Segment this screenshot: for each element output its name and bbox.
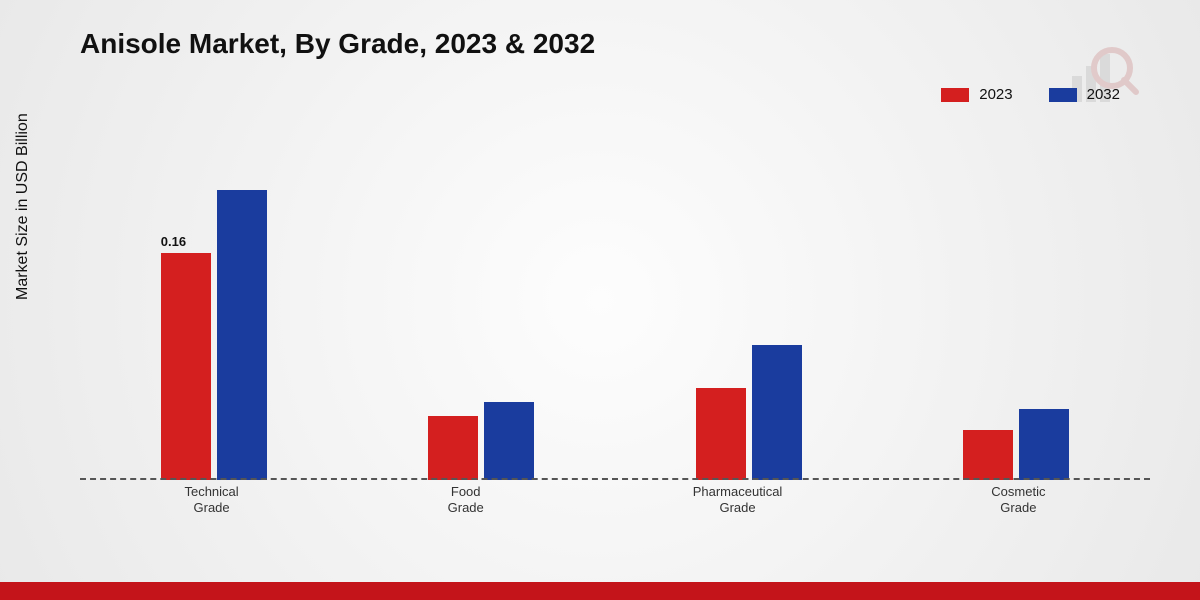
legend-label-2023: 2023 [979, 86, 1012, 103]
x-axis-labels: Technical Grade Food Grade Pharmaceutical … [80, 480, 1150, 520]
bar [752, 345, 802, 480]
x-axis-label: Cosmetic Grade [991, 480, 1045, 520]
legend-item-2023: 2023 [941, 86, 1012, 103]
legend-label-2032: 2032 [1087, 86, 1120, 103]
bar-group [963, 409, 1069, 480]
bar [161, 253, 211, 480]
bar [217, 190, 267, 480]
bar-group: 0.16 [161, 190, 267, 480]
bar-group [428, 402, 534, 480]
bar [963, 430, 1013, 480]
legend-item-2032: 2032 [1049, 86, 1120, 103]
x-axis-label: Technical Grade [184, 480, 238, 520]
x-axis-label: Pharmaceutical Grade [693, 480, 783, 520]
legend: 2023 2032 [941, 86, 1120, 103]
x-axis-label: Food Grade [448, 480, 484, 520]
bar [484, 402, 534, 480]
y-axis-label: Market Size in USD Billion [14, 113, 32, 300]
bar [428, 416, 478, 480]
bar-group [696, 345, 802, 480]
legend-swatch-2023 [941, 88, 969, 102]
bar [1019, 409, 1069, 480]
bar [696, 388, 746, 480]
legend-swatch-2032 [1049, 88, 1077, 102]
footer-bar [0, 582, 1200, 600]
chart-title: Anisole Market, By Grade, 2023 & 2032 [80, 28, 595, 60]
watermark-logo-icon [1054, 36, 1140, 122]
bar-groups: 0.16 [80, 140, 1150, 480]
plot-area: 0.16 Technical Grade Food Grade Pharmaceut… [80, 140, 1150, 520]
bar-value-label: 0.16 [161, 234, 186, 249]
